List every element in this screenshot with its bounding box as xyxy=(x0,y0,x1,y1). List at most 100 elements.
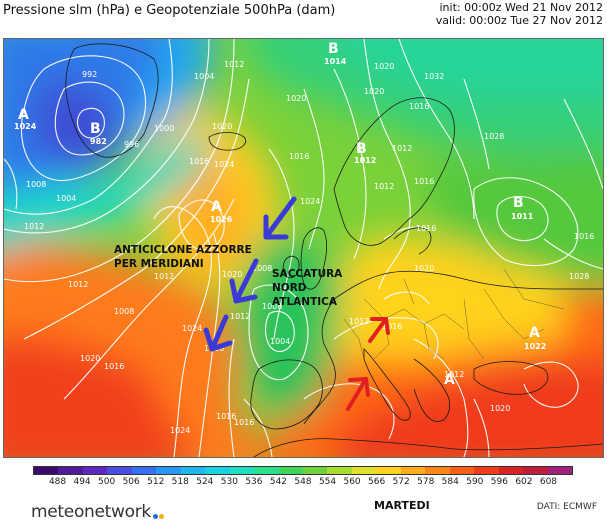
colorbar-swatch xyxy=(229,467,255,474)
pressure-center-letter: B xyxy=(513,195,524,211)
colorbar-swatch xyxy=(547,467,572,474)
colorbar-tick-label: 530 xyxy=(220,477,238,487)
isobar-label: 1016 xyxy=(216,412,236,421)
country-borders xyxy=(343,268,565,360)
colorbar-tick-label: 566 xyxy=(368,477,386,487)
pressure-centers: A 1024 B 982 B 1014 B 1012 A 1026 B 1011… xyxy=(14,41,546,388)
colorbar-tick-label: 590 xyxy=(466,477,484,487)
colorbar-swatch xyxy=(498,467,524,474)
isobar-label: 1020 xyxy=(364,87,384,96)
isobar-label: 1032 xyxy=(424,72,444,81)
trough-label-line3: ATLANTICA xyxy=(272,296,338,308)
pressure-center-value: 1012 xyxy=(354,156,376,165)
isobar-label: 1016 xyxy=(104,362,124,371)
isobar-labels: 992 1004 1012 1000 996 1008 1004 1012 10… xyxy=(24,60,594,435)
colorbar-tick-label: 578 xyxy=(417,477,435,487)
isobar-label: 1008 xyxy=(262,302,282,311)
colorbar-tick-label: 494 xyxy=(73,477,91,487)
colorbar-swatch xyxy=(278,467,303,474)
arrow-icon xyxy=(263,196,297,240)
colorbar-swatch xyxy=(58,467,83,474)
run-info: init: 00:00z Wed 21 Nov 2012 valid: 00:0… xyxy=(436,1,603,27)
pressure-center-value: 1022 xyxy=(524,342,546,351)
colorbar-swatch xyxy=(205,467,230,474)
pressure-center-value: 1024 xyxy=(14,122,37,131)
red-arrows xyxy=(346,317,390,411)
isobar-label: 1024 xyxy=(214,160,234,169)
colorbar-swatch xyxy=(107,467,132,474)
pressure-center-value: 982 xyxy=(90,137,107,146)
colorbar-swatch xyxy=(34,467,59,474)
trough-label-line2: NORD xyxy=(272,282,307,294)
isobar-label: 1016 xyxy=(409,102,429,111)
colorbar-tick-label: 608 xyxy=(539,477,558,487)
colorbar-tick-label: 584 xyxy=(441,477,459,487)
colorbar-tick-label: 596 xyxy=(490,477,508,487)
isobar-label: 1004 xyxy=(56,194,76,203)
isobar-label: 1028 xyxy=(569,272,589,281)
colorbar-tick-label: 602 xyxy=(515,477,533,487)
pressure-center-letter: B xyxy=(328,41,339,57)
isobar-label: 1024 xyxy=(170,426,190,435)
annotations: ANTICICLONE AZZORRE PER MERIDIANI SACCAT… xyxy=(114,244,343,308)
colorbar-swatch xyxy=(449,467,475,474)
colorbar-swatch xyxy=(254,467,279,474)
colorbar-tick-label: 524 xyxy=(196,477,214,487)
isobar-label: 1024 xyxy=(182,324,202,333)
colorbar xyxy=(33,466,573,475)
colorbar-tick-label: 512 xyxy=(147,477,165,487)
isobar-label: 1016 xyxy=(382,322,402,331)
arrow-icon xyxy=(368,317,390,343)
isobar-label: 1020 xyxy=(80,354,100,363)
isobar-label: 1020 xyxy=(212,122,232,131)
isobar-label: 1008 xyxy=(252,264,272,273)
pressure-center-letter: A xyxy=(18,107,29,123)
blue-arrows xyxy=(203,196,297,352)
arrow-icon xyxy=(203,314,233,352)
colorbar-swatch xyxy=(180,467,206,474)
isobar-label: 1024 xyxy=(300,197,320,206)
colorbar-swatch xyxy=(156,467,181,474)
colorbar-tick-label: 506 xyxy=(122,477,140,487)
isobar-label: 1020 xyxy=(222,270,242,279)
isobar-label: 1020 xyxy=(490,404,510,413)
chart-title: Pressione slm (hPa) e Geopotenziale 500h… xyxy=(3,3,336,18)
logo: meteonetwork xyxy=(31,502,165,524)
isobar-label: 1012 xyxy=(68,280,88,289)
logo-text: meteonetwork xyxy=(31,502,151,522)
anticyclone-label-line1: ANTICICLONE AZZORRE xyxy=(114,244,252,256)
isobar-label: 1016 xyxy=(416,224,436,233)
isobar-label: 996 xyxy=(124,140,139,149)
colorbar-tick-label: 548 xyxy=(294,477,312,487)
colorbar-swatch xyxy=(425,467,450,474)
isobar-label: 1012 xyxy=(224,60,244,69)
isobar-label: 1020 xyxy=(286,94,306,103)
isobar-label: 1012 xyxy=(154,272,174,281)
arrow-icon xyxy=(229,258,259,304)
colorbar-swatch xyxy=(351,467,377,474)
anticyclone-label-line2: PER MERIDIANI xyxy=(114,258,204,270)
isobar-label: 1012 xyxy=(374,182,394,191)
isobar-label: 1016 xyxy=(234,418,254,427)
colorbar-tick-label: 554 xyxy=(318,477,337,487)
colorbar-tick-label: 488 xyxy=(48,477,67,487)
geopotential-field: 992 1004 1012 1000 996 1008 1004 1012 10… xyxy=(4,39,603,457)
colorbar-swatch xyxy=(523,467,548,474)
isobar-label: 1020 xyxy=(414,264,434,273)
colorbar-swatch xyxy=(474,467,499,474)
colorbar-swatch xyxy=(82,467,108,474)
pressure-center-letter: A xyxy=(211,199,222,215)
isobar-label: 1016 xyxy=(414,177,434,186)
isobar-label: 1008 xyxy=(26,180,46,189)
isobar-label: 1000 xyxy=(154,124,174,133)
isobar-label: 1004 xyxy=(270,337,290,346)
isobar-label: 1012 xyxy=(349,317,369,326)
isobar-label: 1008 xyxy=(114,307,134,316)
isobar-label: 1016 xyxy=(289,152,309,161)
pressure-center-value: 1026 xyxy=(210,215,233,224)
colorbar-swatch xyxy=(302,467,328,474)
valid-time: valid: 00:00z Tue 27 Nov 2012 xyxy=(435,14,603,27)
isobar-label: 1012 xyxy=(392,144,412,153)
isobar-label: 1028 xyxy=(484,132,504,141)
colorbar-ticks: 488 494 500 506 512 518 524 530 536 542 548 554 560 5… xyxy=(33,477,573,489)
